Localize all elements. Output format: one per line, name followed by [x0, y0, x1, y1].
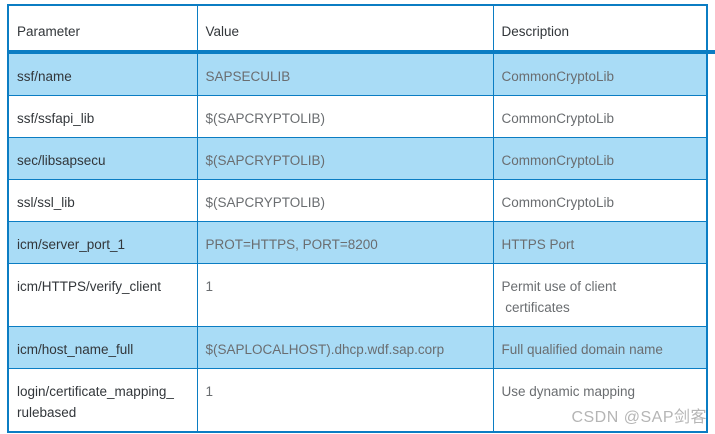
- cell-parameter: ssl/ssl_lib: [9, 179, 198, 222]
- cell-description: Permit use of client certificates: [492, 263, 706, 327]
- cell-description: CommonCryptoLib: [492, 95, 706, 138]
- cell-value: $(SAPLOCALHOST).dhcp.wdf.sap.corp: [196, 326, 494, 369]
- cell-parameter: icm/HTTPS/verify_client: [9, 263, 198, 327]
- cell-value: $(SAPCRYPTOLIB): [196, 179, 494, 222]
- cell-parameter: sec/libsapsecu: [9, 137, 198, 180]
- parameters-table: Parameter Value Description ssf/name SAP…: [9, 6, 706, 431]
- table-row: icm/host_name_full $(SAPLOCALHOST).dhcp.…: [9, 326, 706, 369]
- cell-description: Full qualified domain name: [492, 326, 706, 369]
- column-header-value: Value: [196, 6, 493, 54]
- cell-value: 1: [196, 368, 494, 431]
- table-row: icm/HTTPS/verify_client 1 Permit use of …: [9, 263, 706, 327]
- cell-value: $(SAPCRYPTOLIB): [196, 137, 494, 180]
- table-row: sec/libsapsecu $(SAPCRYPTOLIB) CommonCry…: [9, 137, 706, 180]
- cell-parameter: login/certificate_mapping_ rulebased: [9, 368, 198, 431]
- watermark-text: CSDN @SAP剑客: [571, 409, 707, 426]
- table-row: login/certificate_mapping_ rulebased 1 U…: [9, 368, 706, 431]
- column-header-description: Description: [492, 6, 706, 54]
- cell-parameter: icm/server_port_1: [9, 221, 198, 264]
- profile-parameters-table: Parameter Value Description ssf/name SAP…: [7, 4, 708, 433]
- cell-value: SAPSECULIB: [196, 51, 494, 96]
- table-row: ssf/name SAPSECULIB CommonCryptoLib: [9, 51, 706, 96]
- cell-parameter: ssf/name: [9, 51, 198, 96]
- column-header-parameter: Parameter: [9, 6, 197, 54]
- table-row: ssl/ssl_lib $(SAPCRYPTOLIB) CommonCrypto…: [9, 179, 706, 222]
- cell-description: CommonCryptoLib: [492, 137, 706, 180]
- table-row: ssf/ssfapi_lib $(SAPCRYPTOLIB) CommonCry…: [9, 95, 706, 138]
- table-header-row: Parameter Value Description: [9, 6, 706, 54]
- header-rule-extension: [700, 50, 715, 54]
- cell-description: CommonCryptoLib: [492, 179, 706, 222]
- cell-description: CommonCryptoLib: [492, 51, 706, 96]
- cell-description: HTTPS Port: [492, 221, 706, 264]
- cell-parameter: icm/host_name_full: [9, 326, 198, 369]
- cell-parameter: ssf/ssfapi_lib: [9, 95, 198, 138]
- cell-value: 1: [196, 263, 494, 327]
- cell-description: Use dynamic mapping: [492, 368, 706, 431]
- cell-value: $(SAPCRYPTOLIB): [196, 95, 494, 138]
- cell-value: PROT=HTTPS, PORT=8200: [196, 221, 494, 264]
- table-row: icm/server_port_1 PROT=HTTPS, PORT=8200 …: [9, 221, 706, 264]
